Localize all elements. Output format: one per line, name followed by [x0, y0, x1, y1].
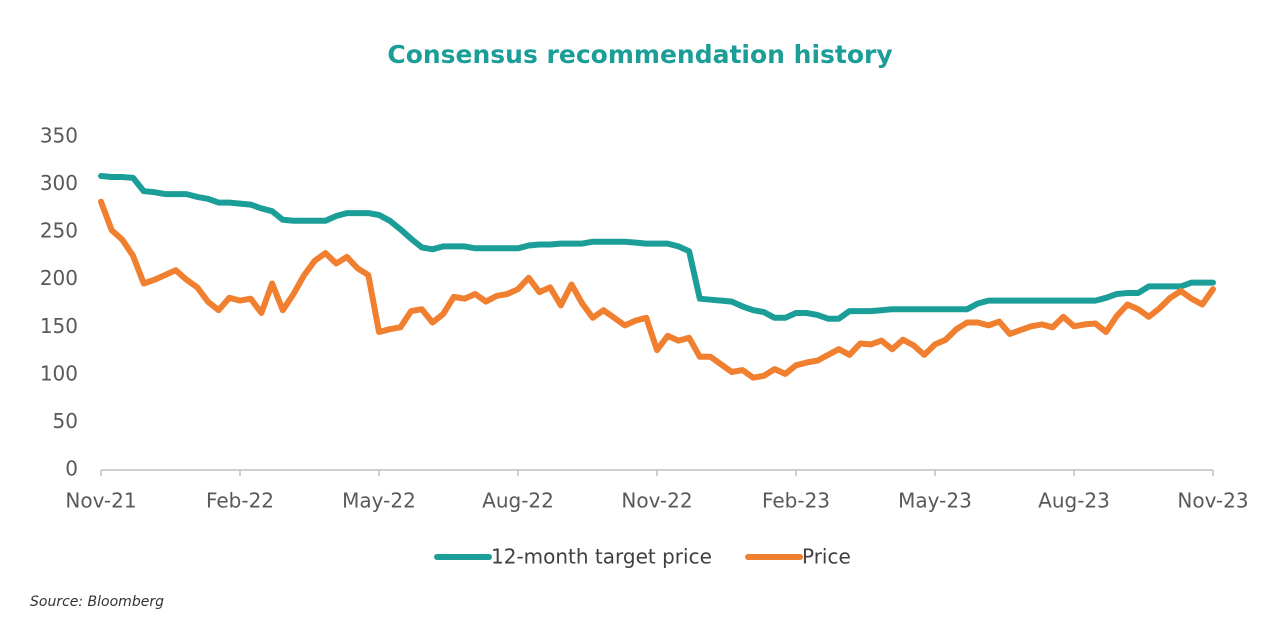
y-tick-label: 150 — [40, 314, 78, 338]
chart-title: Consensus recommendation history — [387, 40, 892, 69]
line-series — [98, 173, 1216, 322]
legend-label: Price — [802, 545, 851, 569]
x-tick-label: Aug-22 — [482, 489, 554, 513]
y-tick-label: 0 — [65, 457, 78, 481]
y-tick-label: 250 — [40, 219, 78, 243]
y-tick-label: 300 — [40, 171, 78, 195]
x-tick-label: Feb-22 — [206, 489, 274, 513]
y-tick-label: 50 — [53, 409, 78, 433]
y-tick-label: 200 — [40, 266, 78, 290]
x-tick-label: Nov-21 — [65, 489, 136, 513]
y-tick-label: 350 — [40, 124, 78, 148]
y-tick-label: 100 — [40, 361, 78, 385]
x-tick-label: Aug-23 — [1038, 489, 1110, 513]
x-tick-label: Nov-22 — [621, 489, 692, 513]
x-tick-label: May-22 — [342, 489, 416, 513]
line-series — [98, 198, 1216, 381]
x-tick-label: Nov-23 — [1177, 489, 1248, 513]
legend-label: 12-month target price — [491, 545, 712, 569]
x-tick-label: May-23 — [898, 489, 972, 513]
source-note: Source: Bloomberg — [30, 594, 164, 610]
x-tick-label: Feb-23 — [762, 489, 830, 513]
